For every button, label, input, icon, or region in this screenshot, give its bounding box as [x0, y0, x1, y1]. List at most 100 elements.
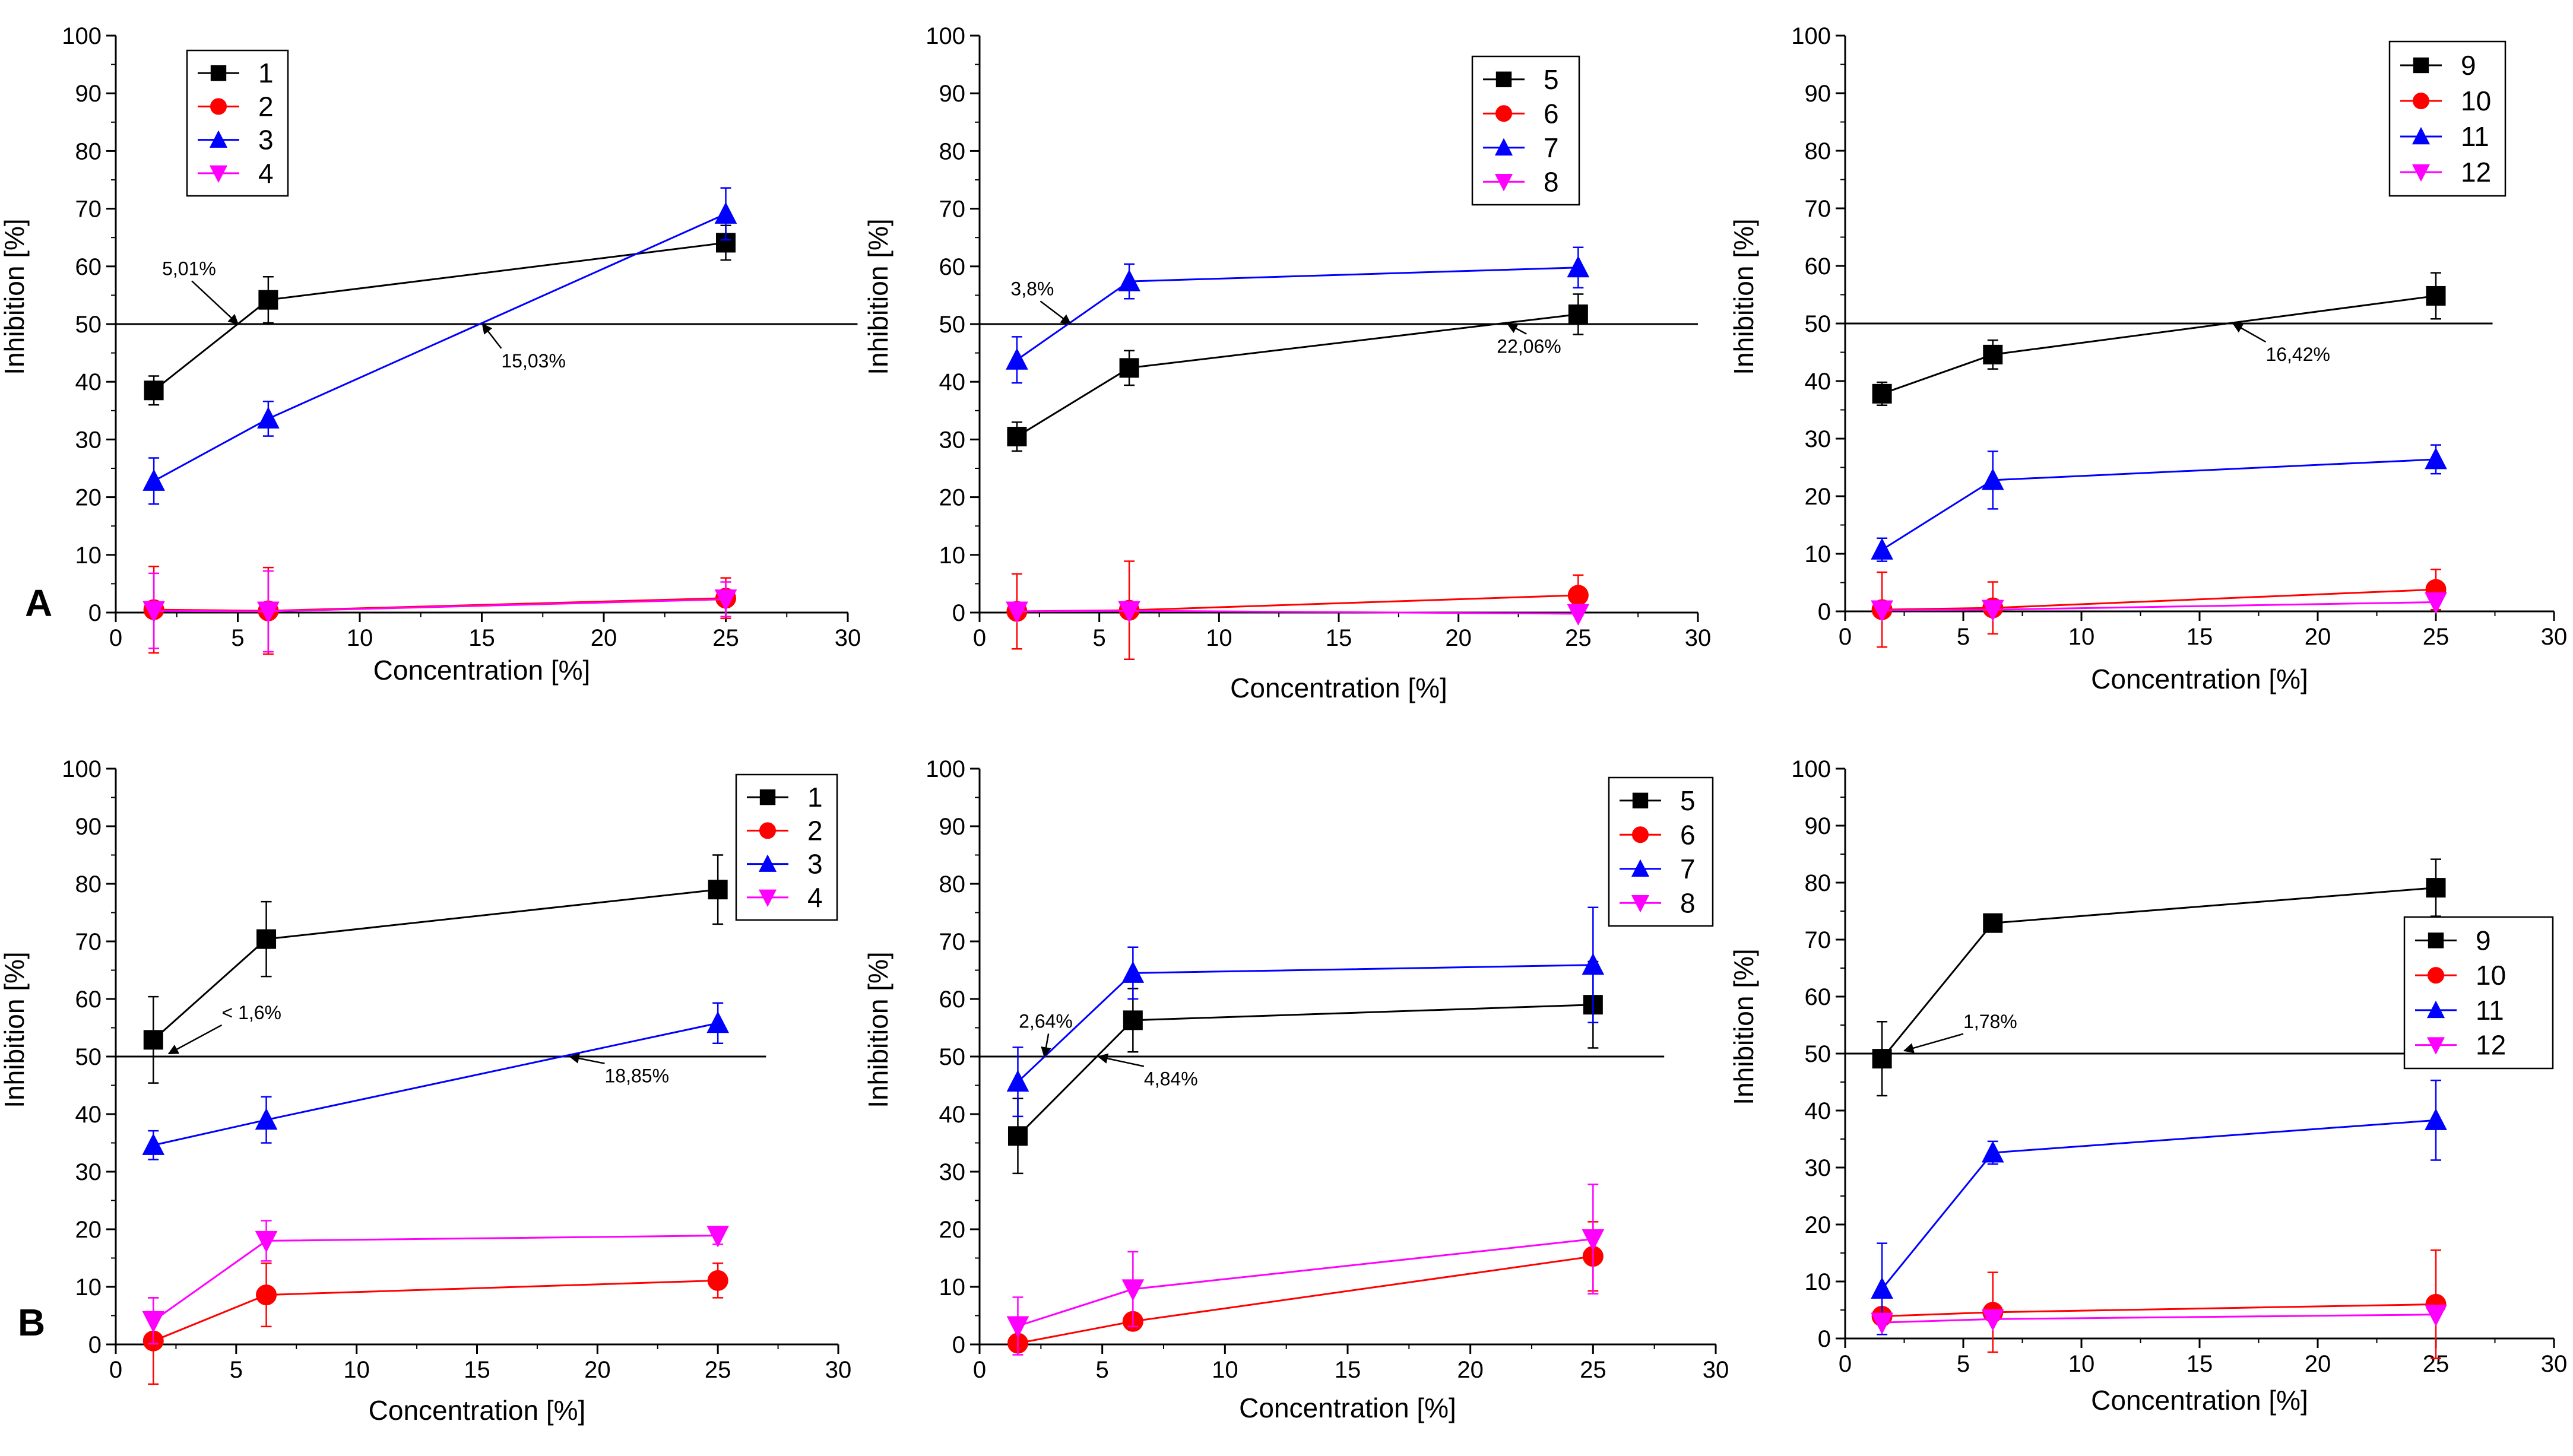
- legend-label-4: 4: [258, 158, 274, 189]
- data-point-8: [1582, 1229, 1605, 1251]
- legend-marker-5: [1632, 792, 1649, 808]
- legend-box: [735, 773, 838, 921]
- legend-marker-5: [1495, 71, 1512, 87]
- legend-box: [1471, 55, 1580, 206]
- panel-label-a: A: [25, 582, 52, 624]
- chart-2: 0 10 20 30 40 50 60 70 80 90 100 0 5 10 15 20 25 30 Concen…: [863, 23, 1711, 703]
- legend-marker-4: [758, 889, 777, 907]
- x-tick-label: 15: [1326, 625, 1352, 651]
- annotation-arrow: [1040, 300, 1072, 325]
- y-tick-label: 20: [75, 1217, 102, 1243]
- annotation-arrow: [191, 280, 239, 325]
- chart-5: 0 10 20 30 40 50 60 70 80 90 100 0 5 10 15 20 25 30 Concen…: [863, 756, 1729, 1423]
- data-point-1: [144, 380, 164, 401]
- annotation-arrow: [1041, 1033, 1051, 1058]
- y-tick-label: 40: [1805, 369, 1831, 395]
- series-line-4: [153, 1235, 718, 1322]
- data-point-5: [1123, 1010, 1143, 1030]
- series-line-2: [154, 597, 726, 612]
- panel-label-b: B: [18, 1301, 45, 1344]
- x-tick-label: 15: [468, 625, 495, 651]
- data-point-6: [1567, 585, 1589, 606]
- legend-box: [2388, 40, 2507, 197]
- annotation-arrow: [2232, 322, 2267, 343]
- y-tick-label: 50: [939, 1044, 966, 1070]
- data-point-11: [2425, 1108, 2447, 1130]
- annotation-label: 3,8%: [1010, 278, 1054, 299]
- annotation-arrow: [1097, 1053, 1145, 1067]
- legend-label-12: 12: [2476, 1030, 2506, 1061]
- series-9: [1872, 272, 2446, 406]
- y-tick-label: 70: [75, 929, 102, 955]
- x-tick-label: 15: [1335, 1357, 1361, 1383]
- y-tick-label: 80: [1805, 870, 1831, 896]
- y-tick-label: 100: [926, 23, 965, 49]
- y-tick-label: 60: [75, 986, 102, 1013]
- x-axis-label: Concentration [%]: [1239, 1392, 1456, 1423]
- series-line-12: [1882, 1314, 2436, 1324]
- legend: 56 78: [1608, 776, 1714, 927]
- series-10: [1871, 1249, 2447, 1359]
- legend-label-2: 2: [258, 91, 274, 122]
- y-tick-label: 0: [952, 1332, 965, 1358]
- data-point-11: [1981, 1140, 2004, 1163]
- legend-box: [186, 49, 289, 197]
- data-point-7: [1582, 953, 1605, 975]
- data-point-1: [143, 1030, 163, 1050]
- y-tick-label: 30: [939, 1159, 966, 1185]
- series-4: [142, 570, 737, 653]
- series-line-6: [1016, 594, 1579, 613]
- series-2: [142, 1262, 728, 1385]
- legend-label-11: 11: [2476, 995, 2504, 1026]
- series-7: [1006, 246, 1590, 384]
- x-tick-label: 30: [2541, 1351, 2568, 1377]
- y-axis-label: Inhibition [%]: [0, 218, 30, 375]
- data-point-7: [1006, 1070, 1029, 1092]
- series-line-7: [1016, 267, 1579, 361]
- data-point-8: [1006, 601, 1028, 624]
- legend-marker-10: [2412, 93, 2429, 110]
- y-tick-label: 20: [1805, 1212, 1831, 1238]
- legend-label-12: 12: [2461, 157, 2491, 188]
- data-point-4: [714, 589, 737, 611]
- y-tick-label: 40: [1805, 1098, 1831, 1124]
- y-tick-label: 50: [1805, 1041, 1831, 1067]
- series-line-12: [1882, 601, 2436, 611]
- data-point-3: [142, 469, 165, 491]
- data-point-7: [1006, 348, 1028, 370]
- legend-label-10: 10: [2476, 960, 2506, 991]
- y-tick-label: 30: [75, 427, 102, 453]
- chart-1: 0 10 20 30 40 50 60 70 80 90 100 0 5 10 15 20 25 30 Concen…: [0, 23, 861, 686]
- legend-label-8: 8: [1544, 166, 1559, 197]
- x-tick-label: 5: [1957, 1351, 1970, 1377]
- y-tick-label: 80: [1805, 138, 1831, 164]
- series-1: [143, 854, 728, 1084]
- legend-marker-2: [759, 822, 776, 839]
- x-tick-label: 25: [712, 625, 739, 651]
- y-tick-label: 0: [1818, 599, 1831, 625]
- y-tick-label: 100: [1791, 756, 1831, 782]
- y-tick-label: 20: [75, 485, 102, 511]
- series-5: [1007, 293, 1588, 452]
- legend-label-8: 8: [1680, 887, 1696, 918]
- y-tick-label: 10: [1805, 1269, 1831, 1295]
- data-point-11: [2425, 447, 2447, 470]
- legend-marker-6: [1495, 105, 1513, 122]
- y-tick-label: 90: [75, 814, 102, 840]
- y-tick-label: 60: [1805, 253, 1831, 280]
- x-tick-label: 0: [1839, 1351, 1852, 1377]
- legend-marker-1: [759, 789, 776, 805]
- y-tick-label: 50: [939, 312, 966, 338]
- x-tick-label: 5: [1093, 625, 1106, 651]
- data-point-2: [256, 1284, 277, 1306]
- x-tick-label: 0: [1839, 624, 1852, 650]
- x-tick-label: 0: [109, 625, 122, 651]
- annotation-label: 15,03%: [501, 350, 566, 372]
- data-point-12: [1981, 599, 2004, 622]
- series-11: [1871, 444, 2447, 562]
- legend-marker-9: [2413, 57, 2429, 74]
- annotation-label: < 1,6%: [221, 1002, 281, 1023]
- data-point-7: [1121, 961, 1145, 983]
